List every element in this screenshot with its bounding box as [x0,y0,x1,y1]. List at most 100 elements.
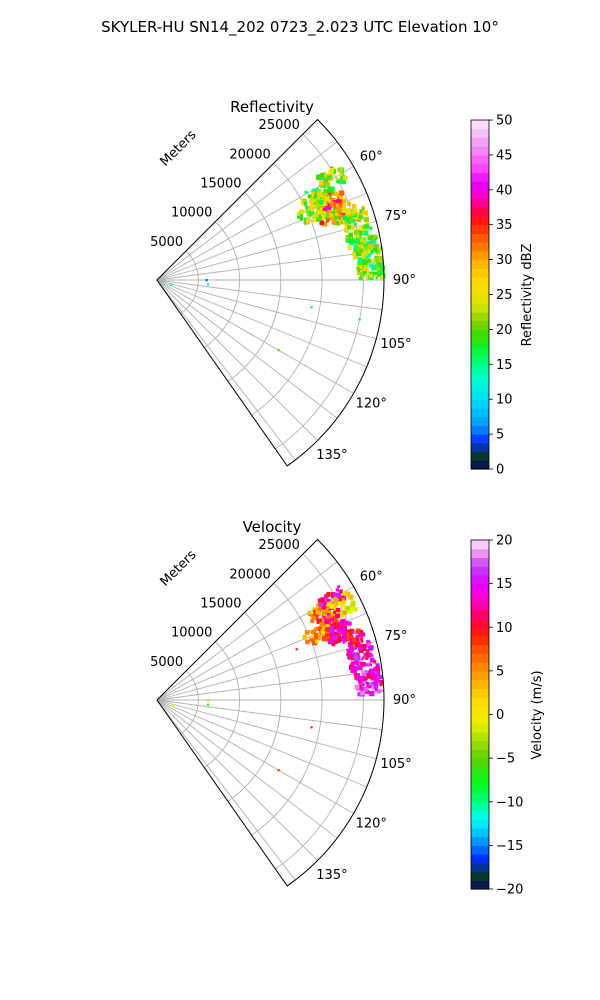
echo-gate [373,666,378,672]
radial-tick-label: 20000 [229,147,270,162]
echo-gate [341,633,348,640]
echo-gate [376,271,382,277]
echo-gate [357,665,363,671]
echo-gate [315,187,320,192]
echo-gate [303,201,308,205]
echo-gate [363,655,366,659]
echo-gate [337,601,342,606]
echo-gate [361,252,366,258]
echo-gate [318,215,323,220]
echo-gate [345,213,351,219]
colorbar-segment [471,731,489,742]
theta-grid-line [156,279,338,419]
echo-gate [311,616,316,621]
echo-gate [297,212,300,216]
echo-gate [313,632,318,637]
colorbar-tick-label: 0 [496,463,504,478]
echo-gate [306,221,310,225]
echo-gate [360,259,365,265]
colorbar-segment [471,705,489,716]
echo-gate [327,192,332,197]
echo-gate [345,591,351,597]
echo-gate [352,639,355,643]
echo-gate [319,184,324,189]
echo-gate [320,207,326,213]
echo-gate [336,206,342,212]
echo-gate [373,234,378,239]
theta-tick-label: 135° [316,868,347,883]
theta-grid-line [156,699,318,861]
colorbar-segment [471,827,489,838]
echo-gate [329,634,334,639]
echo-gate [355,634,360,639]
theta-tick-label: 135° [316,448,347,463]
echo-gate [327,180,331,184]
echo-gate [339,172,343,177]
echo-speckle [310,306,313,309]
echo-speckle [277,349,280,352]
echo-gate [363,251,367,255]
colorbar-segment [471,250,489,261]
echo-gate [350,657,354,661]
echo-gate [347,621,352,626]
echo-gate [317,598,322,603]
echo-gate [375,663,380,668]
echo-gate [379,682,383,687]
echo-gate [322,181,327,186]
echo-gate [307,610,312,615]
echo-gate [353,222,357,226]
echo-gate [360,686,366,693]
echo-gate [361,683,365,687]
echo-gate [311,629,317,634]
echo-gate [373,271,377,276]
echo-gate [311,219,315,223]
echo-gate [356,263,363,270]
echo-gate [358,632,364,638]
echo-gate [315,209,321,215]
reflectivity-title: Reflectivity [230,98,314,116]
echo-gate [327,203,332,208]
colorbar-segment [471,390,489,400]
echo-gate [311,632,316,637]
echo-gate [338,190,345,196]
echo-gate [310,618,315,623]
echo-gate [322,194,326,199]
colorbar-segment [471,548,489,559]
echo-gate [322,610,328,616]
echo-region [346,642,377,671]
colorbar-segment [471,583,489,593]
echo-gate [344,638,348,642]
echo-gate [325,182,331,187]
echo-gate [331,642,336,647]
theta-grid-line [156,279,377,340]
echo-speckle [358,318,361,321]
echo-gate [315,626,321,632]
echo-gate [351,204,357,209]
echo-gate [342,215,348,221]
echo-gate [329,630,335,636]
echo-gate [320,215,326,221]
echo-gate [329,212,335,218]
echo-gate [311,213,317,219]
theta-tick-label: 105° [380,337,411,352]
theta-tick-label: 120° [356,817,387,832]
echo-gate [349,224,355,231]
echo-gate [374,677,380,683]
echo-gate [360,238,367,245]
echo-gate [361,662,366,667]
colorbar-segment [471,566,489,576]
echo-gate [310,207,315,212]
echo-gate [344,221,347,225]
radial-grid-arc [180,250,199,315]
echo-gate [325,632,330,638]
colorbar-tick-label: 10 [496,621,513,636]
theta-grid-line [156,699,296,881]
echo-gate [342,208,348,213]
colorbar-segment [471,311,489,322]
echo-gate [326,606,330,609]
colorbar-tick-label: 30 [496,253,513,268]
echo-gate [357,272,360,276]
echo-gate [348,657,351,660]
echo-gate [358,276,363,281]
